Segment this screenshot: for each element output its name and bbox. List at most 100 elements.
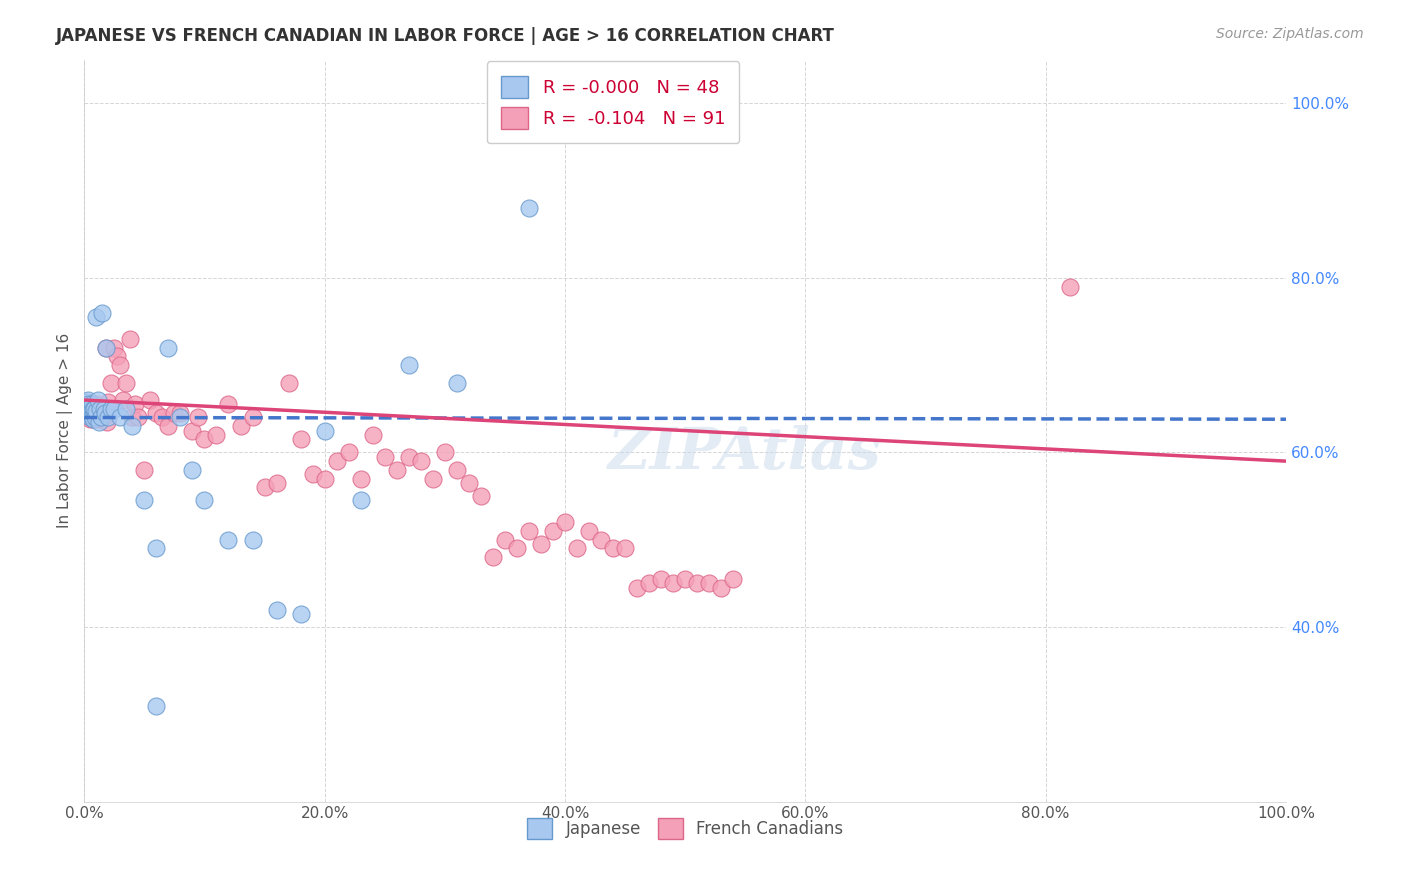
Point	[350, 493, 373, 508]
Y-axis label: In Labor Force | Age > 16: In Labor Force | Age > 16	[58, 333, 73, 528]
Text: ZIPAtlas: ZIPAtlas	[609, 425, 882, 481]
Point	[118, 332, 141, 346]
Point	[121, 419, 143, 434]
Point	[83, 406, 105, 420]
Point	[374, 450, 396, 464]
Point	[79, 403, 101, 417]
Point	[638, 576, 661, 591]
Point	[82, 401, 104, 416]
Point	[517, 524, 540, 538]
Legend: Japanese, French Canadians: Japanese, French Canadians	[520, 812, 849, 846]
Point	[157, 341, 180, 355]
Point	[134, 493, 156, 508]
Point	[218, 397, 240, 411]
Point	[77, 406, 100, 420]
Point	[554, 515, 576, 529]
Point	[145, 698, 167, 713]
Point	[446, 463, 468, 477]
Point	[398, 358, 420, 372]
Point	[242, 533, 264, 547]
Point	[517, 201, 540, 215]
Point	[433, 445, 456, 459]
Point	[79, 406, 101, 420]
Point	[697, 576, 720, 591]
Point	[91, 406, 114, 420]
Point	[89, 401, 111, 416]
Point	[134, 463, 156, 477]
Point	[361, 428, 384, 442]
Point	[84, 412, 107, 426]
Point	[87, 412, 110, 426]
Point	[626, 581, 648, 595]
Point	[422, 472, 444, 486]
Point	[84, 310, 107, 325]
Point	[83, 401, 105, 416]
Point	[385, 463, 408, 477]
Point	[290, 433, 312, 447]
Point	[94, 341, 117, 355]
Point	[83, 406, 105, 420]
Point	[80, 397, 103, 411]
Point	[578, 524, 600, 538]
Point	[398, 450, 420, 464]
Point	[169, 406, 191, 420]
Point	[87, 415, 110, 429]
Point	[193, 493, 215, 508]
Point	[530, 537, 553, 551]
Point	[169, 410, 191, 425]
Point	[76, 394, 98, 409]
Point	[103, 401, 125, 416]
Point	[97, 394, 120, 409]
Point	[77, 392, 100, 407]
Point	[84, 410, 107, 425]
Point	[90, 410, 112, 425]
Point	[127, 410, 149, 425]
Point	[163, 406, 186, 420]
Point	[100, 401, 122, 416]
Point	[84, 397, 107, 411]
Point	[589, 533, 612, 547]
Point	[139, 392, 162, 407]
Point	[277, 376, 299, 390]
Point	[111, 392, 134, 407]
Point	[75, 401, 97, 416]
Point	[75, 406, 97, 420]
Text: JAPANESE VS FRENCH CANADIAN IN LABOR FORCE | AGE > 16 CORRELATION CHART: JAPANESE VS FRENCH CANADIAN IN LABOR FOR…	[56, 27, 835, 45]
Point	[145, 541, 167, 556]
Point	[602, 541, 624, 556]
Point	[409, 454, 432, 468]
Point	[662, 576, 685, 591]
Point	[80, 409, 103, 423]
Point	[80, 410, 103, 425]
Point	[86, 392, 108, 407]
Point	[565, 541, 588, 556]
Point	[84, 403, 107, 417]
Point	[84, 403, 107, 417]
Point	[86, 406, 108, 420]
Point	[93, 406, 115, 420]
Point	[181, 463, 204, 477]
Point	[1059, 279, 1081, 293]
Point	[115, 401, 138, 416]
Point	[121, 410, 143, 425]
Point	[350, 472, 373, 486]
Point	[87, 410, 110, 425]
Point	[266, 475, 288, 490]
Point	[614, 541, 637, 556]
Point	[152, 410, 174, 425]
Point	[77, 401, 100, 416]
Point	[93, 403, 115, 417]
Point	[446, 376, 468, 390]
Point	[77, 401, 100, 416]
Point	[650, 572, 672, 586]
Point	[266, 602, 288, 616]
Point	[76, 406, 98, 420]
Point	[157, 419, 180, 434]
Point	[82, 412, 104, 426]
Point	[457, 475, 479, 490]
Point	[673, 572, 696, 586]
Point	[337, 445, 360, 459]
Point	[494, 533, 516, 547]
Point	[110, 358, 132, 372]
Point	[93, 410, 115, 425]
